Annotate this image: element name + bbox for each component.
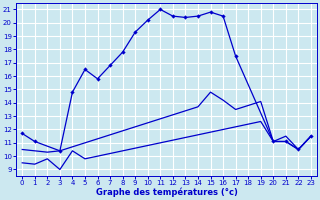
X-axis label: Graphe des températures (°c): Graphe des températures (°c) — [96, 188, 237, 197]
